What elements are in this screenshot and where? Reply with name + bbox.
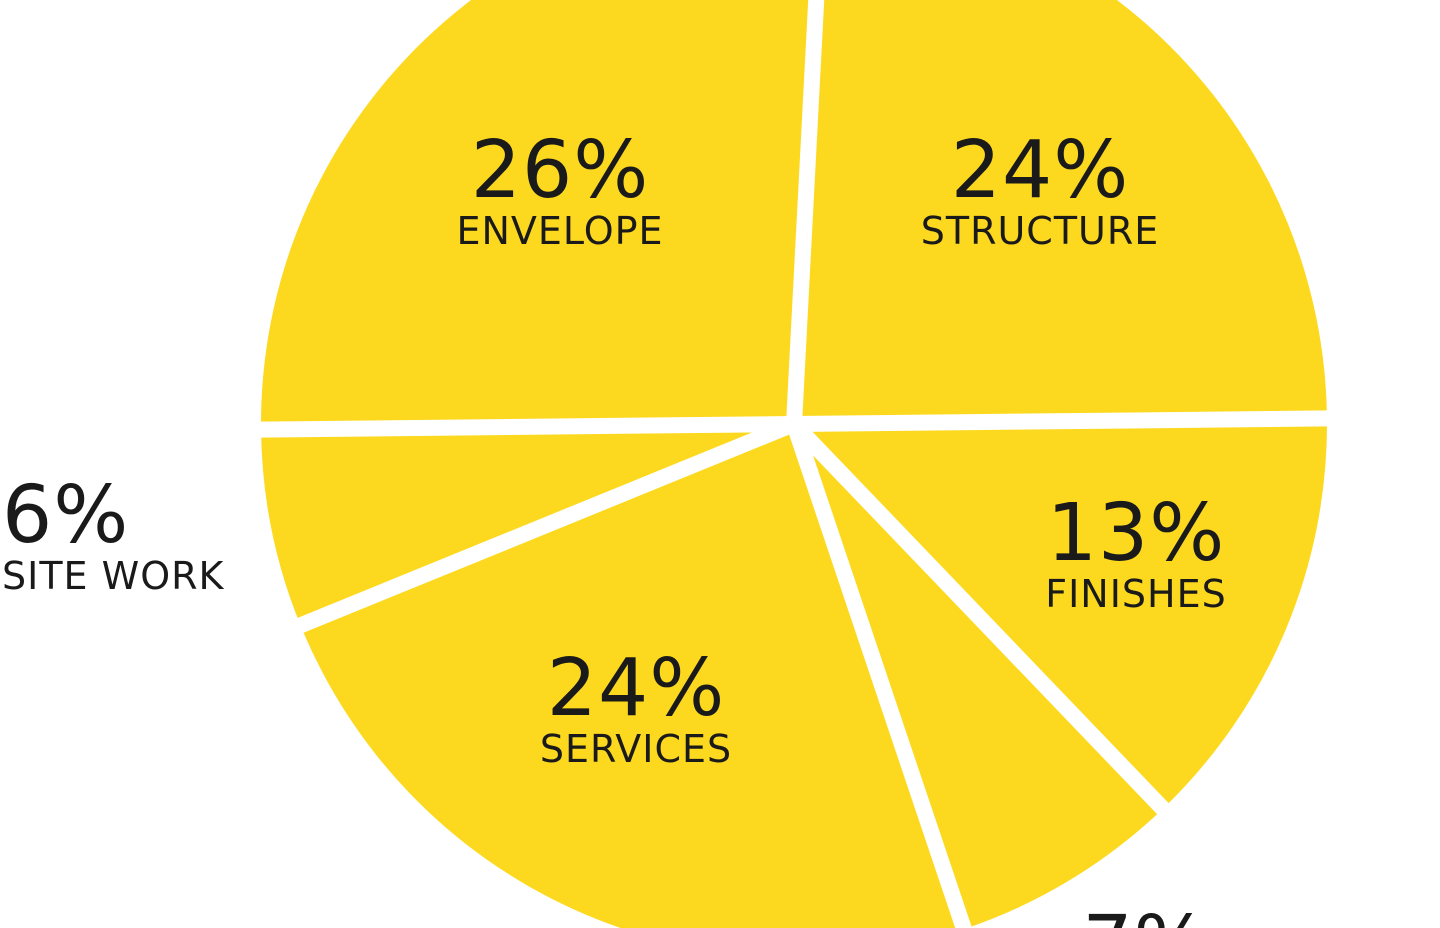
slice-category: SITE WORK (2, 554, 225, 598)
pie-wedges (261, 0, 1327, 928)
slice-divider (788, 418, 1171, 816)
pie-slice-services (300, 424, 964, 928)
slice-percentage: 26% (470, 124, 650, 216)
slice-divider (786, 421, 973, 928)
slice-percentage: 7% (1082, 906, 1209, 928)
slice-percentage: 24% (546, 642, 726, 734)
slice-divider (793, 410, 1330, 432)
slice-category: ENVELOPE (456, 209, 664, 253)
slice-label-structure: 24% STRUCTURE (920, 124, 1160, 253)
slice-label-services: 24% SERVICES (539, 642, 733, 771)
pie-slice-finishes (794, 418, 1327, 809)
slice-percentage: 13% (1046, 487, 1226, 579)
pie-slice-seven-percent (794, 424, 1163, 928)
slice-label-finishes: 13% FINISHES (1045, 487, 1227, 616)
pie-slice-envelope (261, 0, 817, 430)
slice-divider (786, 0, 825, 425)
slice-label-envelope: 26% ENVELOPE (456, 124, 664, 253)
slice-percentage: 6% (2, 469, 130, 561)
slice-category: SERVICES (539, 727, 733, 771)
slice-divider (295, 416, 798, 634)
slice-divider (258, 416, 795, 438)
slice-percentage: 24% (950, 124, 1130, 216)
slice-label-site-work: 6% SITE WORK (2, 469, 225, 598)
slice-label-seven-percent: 7% (1082, 906, 1209, 928)
slice-category: STRUCTURE (920, 209, 1160, 253)
pie-slice-structure (794, 0, 1327, 424)
slice-category: FINISHES (1045, 572, 1227, 616)
pie-dividers (258, 0, 1330, 928)
